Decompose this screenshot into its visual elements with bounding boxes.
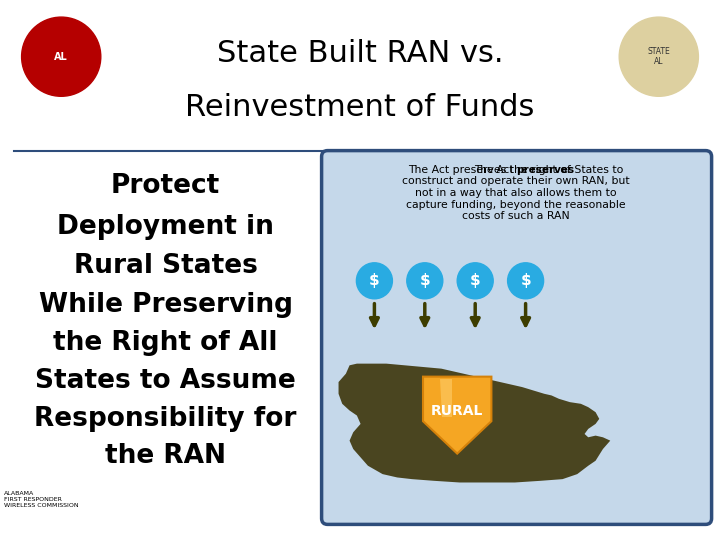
Text: $: $ bbox=[369, 273, 379, 288]
Text: ALABAMA
FIRST RESPONDER
WIRELESS COMMISSION: ALABAMA FIRST RESPONDER WIRELESS COMMISS… bbox=[4, 491, 78, 508]
Circle shape bbox=[407, 263, 443, 299]
Circle shape bbox=[508, 263, 544, 299]
Text: States to Assume: States to Assume bbox=[35, 368, 296, 394]
Text: Rural States: Rural States bbox=[73, 253, 258, 279]
Text: $: $ bbox=[521, 273, 531, 288]
Circle shape bbox=[619, 17, 698, 96]
Text: Deployment in: Deployment in bbox=[57, 214, 274, 240]
Text: State Built RAN vs.: State Built RAN vs. bbox=[217, 39, 503, 69]
Text: AL: AL bbox=[54, 52, 68, 62]
Polygon shape bbox=[423, 377, 491, 454]
Text: $: $ bbox=[420, 273, 430, 288]
Text: $: $ bbox=[470, 273, 480, 288]
Text: preserves: preserves bbox=[516, 165, 575, 175]
Text: the Right of All: the Right of All bbox=[53, 330, 278, 356]
Polygon shape bbox=[338, 363, 611, 483]
Circle shape bbox=[457, 263, 493, 299]
Text: Protect: Protect bbox=[111, 173, 220, 199]
Text: RURAL: RURAL bbox=[431, 404, 483, 418]
Polygon shape bbox=[440, 379, 451, 417]
Text: The Act: The Act bbox=[474, 165, 516, 175]
Text: the RAN: the RAN bbox=[105, 443, 226, 469]
Circle shape bbox=[356, 263, 392, 299]
Circle shape bbox=[22, 17, 101, 96]
Text: The Act preserves the right of States to
construct and operate their own RAN, bu: The Act preserves the right of States to… bbox=[402, 165, 630, 221]
Text: While Preserving: While Preserving bbox=[39, 292, 292, 318]
Text: STATE
AL: STATE AL bbox=[647, 47, 670, 66]
Text: Reinvestment of Funds: Reinvestment of Funds bbox=[185, 93, 535, 123]
FancyBboxPatch shape bbox=[322, 151, 711, 524]
Text: Responsibility for: Responsibility for bbox=[35, 406, 297, 431]
